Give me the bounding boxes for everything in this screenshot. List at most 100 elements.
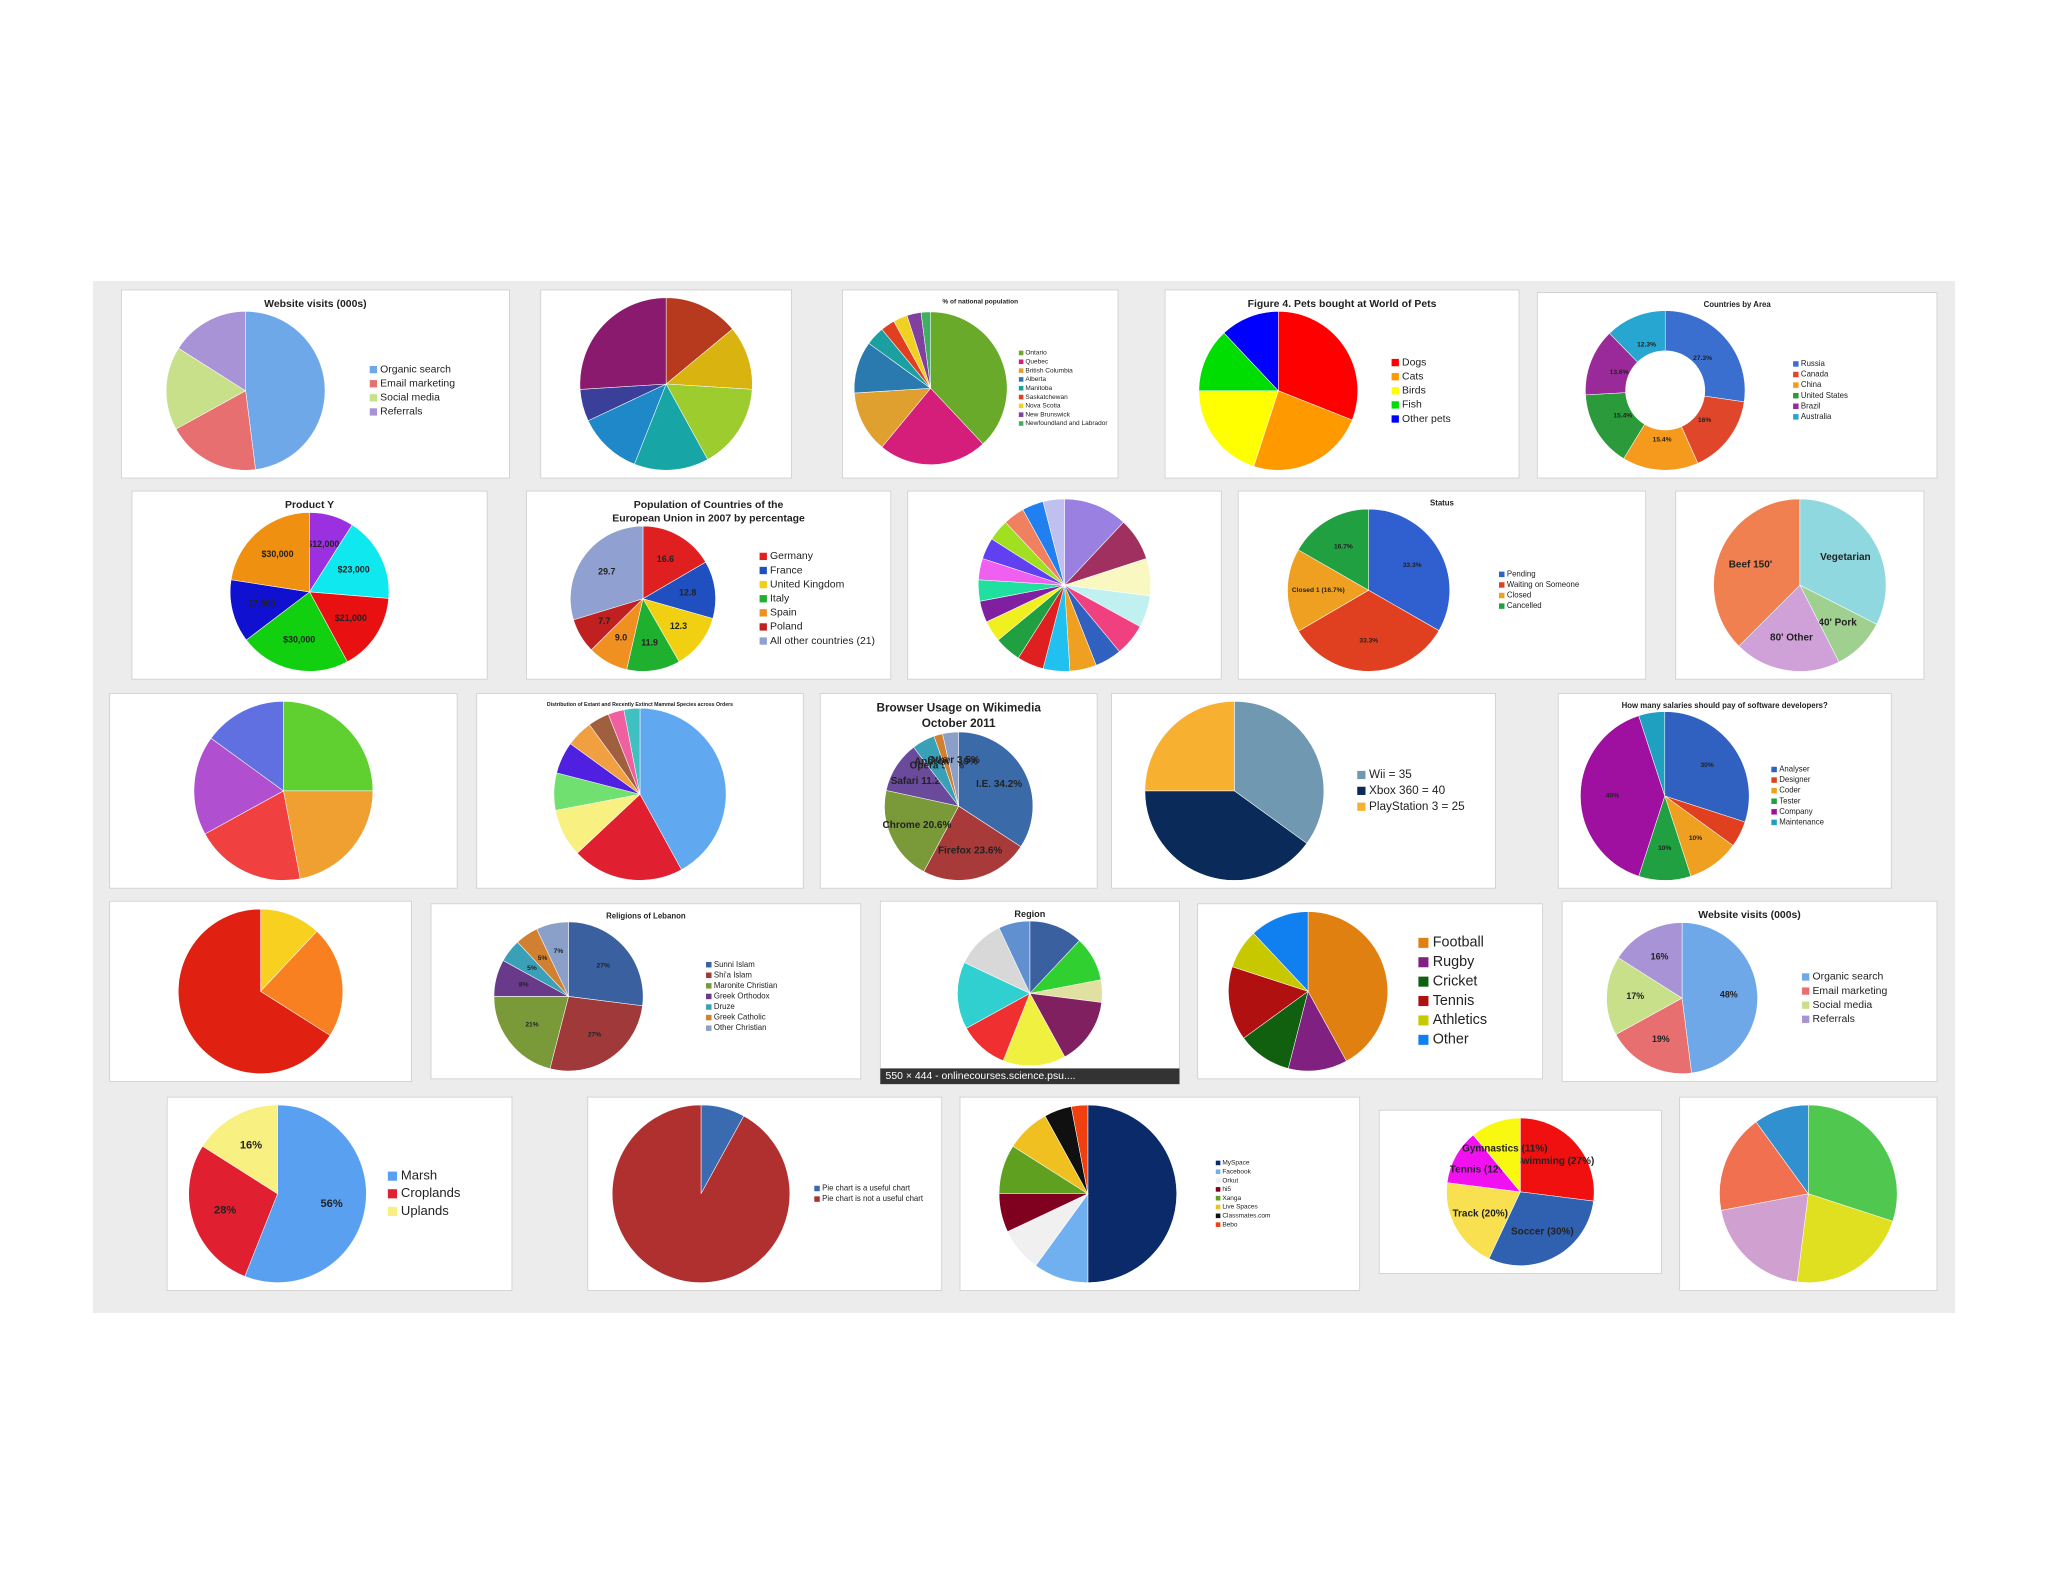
legend-label: New Brunswick xyxy=(1025,411,1070,418)
pie-slice xyxy=(1446,1182,1521,1259)
legend-label: Saskatchewan xyxy=(1025,394,1068,401)
legend-label: Pie chart is a useful chart xyxy=(822,1184,911,1193)
image-result[interactable]: Religions of Lebanon 27% 27% 21% 8% 5%5% 7% Sun… xyxy=(430,903,862,1080)
image-result[interactable]: How many salaries should pay of software… xyxy=(1557,693,1892,889)
legend-swatch xyxy=(1771,798,1777,804)
legend-swatch xyxy=(369,365,378,374)
pie-slice xyxy=(1664,711,1750,823)
image-result[interactable]: Swimming (27%) Soccer (30%)Track (20%) Ten… xyxy=(1378,1109,1662,1274)
image-result[interactable] xyxy=(1679,1096,1938,1291)
image-result[interactable]: Vegetarian 40' Pork 80' Other Beef 150' xyxy=(1675,490,1925,680)
image-result[interactable] xyxy=(540,289,792,479)
legend-swatch xyxy=(1793,361,1799,367)
legend-label: Xanga xyxy=(1222,1195,1241,1202)
pie-slice xyxy=(1720,1193,1809,1283)
chart-title: Distribution of Extant and Recently Exti… xyxy=(547,702,733,708)
legend-label: Organic search xyxy=(380,364,451,375)
legend-swatch xyxy=(706,1004,712,1010)
legend-swatch xyxy=(706,1025,712,1031)
pie-slice xyxy=(942,731,959,807)
image-result[interactable]: Countries by Area 27.3% 16% 15.4% 15.4% 13.6%… xyxy=(1536,292,1938,479)
legend-swatch xyxy=(759,552,767,561)
slice-label: 48% xyxy=(1720,990,1738,1000)
legend-swatch xyxy=(1215,1222,1221,1227)
image-result[interactable]: Football Rugby Cricket Tennis Athletics Other xyxy=(1197,903,1543,1080)
pie-slice xyxy=(1287,990,1347,1072)
image-result[interactable]: Status 33.3% 33.3% Closed 1 (16.7%) 16.7% Pen… xyxy=(1237,490,1647,680)
pie-slice xyxy=(1606,957,1683,1035)
image-result[interactable]: Wii = 35 Xbox 360 = 40 PlayStation 3 = 25 xyxy=(1111,693,1496,889)
pie-slice xyxy=(493,996,569,1069)
legend-swatch xyxy=(1215,1169,1221,1175)
slice-label: 80' Other xyxy=(1770,633,1813,644)
image-result[interactable]: Browser Usage on Wikimedia October 2011 I.… xyxy=(819,693,1098,889)
legend-label: Email marketing xyxy=(380,379,455,390)
legend-swatch xyxy=(369,380,378,388)
chart-title: Browser Usage on Wikimedia xyxy=(876,702,1041,715)
image-result[interactable]: Product Y $12,000 $23,000 $21,000 $30,000 17,… xyxy=(131,490,488,680)
image-result[interactable]: Distribution of Extant and Recently Exti… xyxy=(476,693,804,889)
legend-label: Cancelled xyxy=(1507,601,1542,610)
slice-label: $30,000 xyxy=(261,549,293,559)
image-result[interactable]: Website visits (000s) Organic search Email… xyxy=(121,289,510,479)
pie-slice xyxy=(1472,1117,1521,1193)
slice-label: 7% xyxy=(554,948,564,955)
pie-slice xyxy=(665,297,733,385)
legend-swatch xyxy=(1018,377,1024,382)
legend-label: Greek Orthodox xyxy=(714,992,770,1001)
legend-swatch xyxy=(1215,1178,1221,1183)
slice-label: Opera 5.0% xyxy=(910,760,965,771)
image-result[interactable]: Website visits (000s) 48% 19% 17% 16% Organic… xyxy=(1561,900,1938,1082)
legend-label: Manitoba xyxy=(1025,385,1052,392)
pie-slice xyxy=(1223,311,1279,392)
legend-label: Other xyxy=(1433,1032,1469,1048)
pie-slice xyxy=(245,311,326,470)
slice-label: 9.0 xyxy=(615,632,627,642)
slice-label: 11.9 xyxy=(641,638,658,648)
pie-slice xyxy=(1297,508,1369,591)
legend-label: Australia xyxy=(1801,412,1832,421)
image-result[interactable] xyxy=(907,490,1222,680)
pie-slice xyxy=(1623,389,1699,471)
legend-label: Classmates.com xyxy=(1222,1213,1270,1220)
pie-slice xyxy=(1042,498,1065,586)
legend-label: PlayStation 3 = 25 xyxy=(1369,800,1465,813)
image-result[interactable]: 56% 28% 16% Marsh Croplands Uplands xyxy=(166,1096,513,1291)
image-result[interactable]: Figure 4. Pets bought at World of Pets Do… xyxy=(1164,289,1520,479)
image-result[interactable] xyxy=(109,900,412,1082)
slice-label: Beef 150' xyxy=(1729,559,1772,570)
image-result[interactable]: Region 550 × 444 - onlinecourses.science.… xyxy=(879,900,1180,1085)
slice-label: 27% xyxy=(597,963,610,970)
image-result[interactable]: Population of Countries of the European U… xyxy=(525,490,892,680)
pie-slice xyxy=(1064,498,1124,586)
legend-label: Alberta xyxy=(1025,376,1046,383)
chart-title: Status xyxy=(1430,499,1455,508)
image-result[interactable] xyxy=(109,693,458,889)
slice-label: 12.3 xyxy=(670,621,687,631)
pie-slice xyxy=(1287,549,1370,632)
legend-label: Football xyxy=(1433,935,1484,951)
chart-title: Product Y xyxy=(285,500,334,511)
slice-label: 8% xyxy=(519,982,529,989)
slice-label: Soccer (30%) xyxy=(1511,1227,1574,1238)
pie-slice xyxy=(1796,1193,1894,1283)
slice-label: 16% xyxy=(240,1139,262,1151)
legend-label: Russia xyxy=(1801,359,1826,368)
legend-swatch xyxy=(1215,1187,1221,1192)
pie-slice xyxy=(1253,390,1353,471)
pie-slice xyxy=(245,591,348,672)
legend-swatch xyxy=(706,961,712,968)
legend-swatch xyxy=(1802,973,1810,981)
slice-label: 12.8 xyxy=(679,587,696,597)
pie-slice xyxy=(1681,922,1758,1074)
legend-label: Fish xyxy=(1402,400,1422,411)
image-result[interactable]: % of national population Ontario QuebecBri… xyxy=(842,289,1119,479)
pie-slice xyxy=(576,793,682,881)
legend-label: Social media xyxy=(1812,1000,1872,1011)
legend-label: Nova Scotia xyxy=(1025,403,1061,410)
slice-label: 29.7 xyxy=(598,566,615,576)
